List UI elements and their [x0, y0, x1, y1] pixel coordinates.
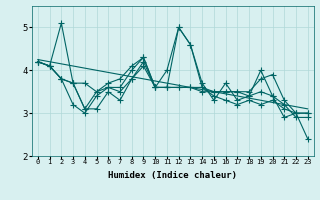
X-axis label: Humidex (Indice chaleur): Humidex (Indice chaleur): [108, 171, 237, 180]
